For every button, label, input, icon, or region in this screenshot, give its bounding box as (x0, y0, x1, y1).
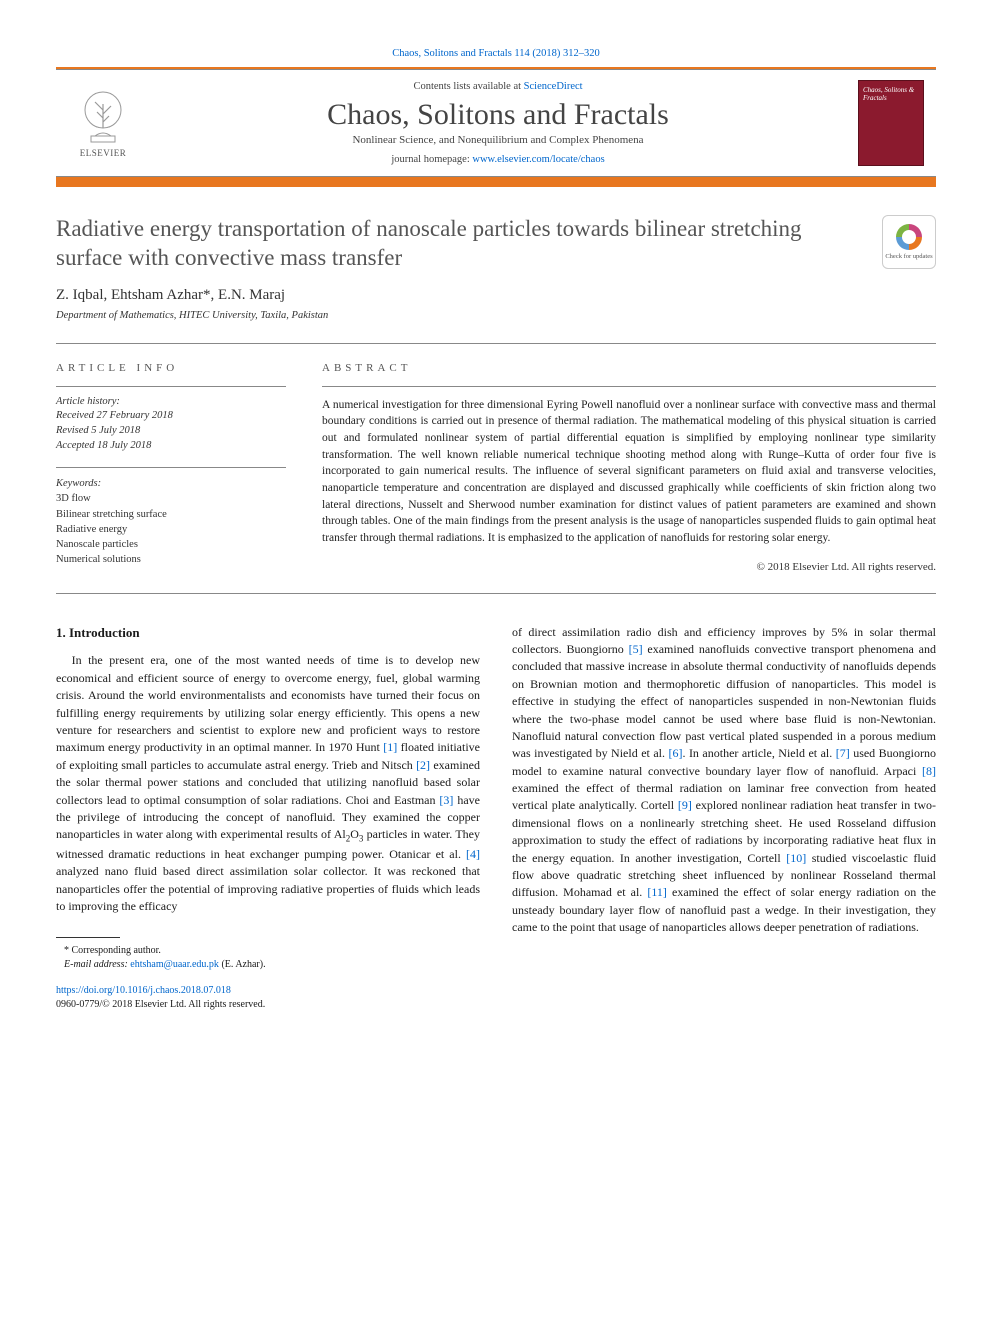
body-col-right: of direct assimilation radio dish and ef… (512, 624, 936, 1013)
journal-cover-thumbnail: Chaos, Solitons & Fractals (858, 80, 924, 166)
ref-link[interactable]: [7] (836, 746, 850, 760)
sciencedirect-link[interactable]: ScienceDirect (524, 81, 583, 92)
history-label: Article history: (56, 395, 286, 410)
history-accepted: Accepted 18 July 2018 (56, 439, 286, 454)
keyword: Radiative energy (56, 522, 286, 537)
ref-link[interactable]: [8] (922, 764, 936, 778)
article-info-heading: article info (56, 362, 286, 374)
check-updates-label: Check for updates (885, 253, 932, 260)
ref-link[interactable]: [4] (466, 847, 480, 861)
article-title: Radiative energy transportation of nanos… (56, 215, 862, 273)
authors: Z. Iqbal, Ehtsham Azhar*, E.N. Maraj (56, 287, 936, 304)
cover-title: Chaos, Solitons & Fractals (863, 87, 919, 102)
ref-link[interactable]: [6] (668, 746, 682, 760)
ref-link[interactable]: [9] (678, 798, 692, 812)
abstract-copyright: © 2018 Elsevier Ltd. All rights reserved… (322, 561, 936, 573)
crossmark-icon (896, 224, 922, 250)
ref-link[interactable]: [3] (439, 793, 453, 807)
footnote-separator (56, 937, 120, 938)
affiliation: Department of Mathematics, HITEC Univers… (56, 310, 936, 321)
email-footnote: E-mail address: ehtsham@uaar.edu.pk (E. … (56, 958, 480, 972)
publisher-name: ELSEVIER (80, 148, 127, 158)
journal-name: Chaos, Solitons and Fractals (154, 98, 842, 132)
footer-block: https://doi.org/10.1016/j.chaos.2018.07.… (56, 984, 480, 1012)
history-revised: Revised 5 July 2018 (56, 424, 286, 439)
keyword: Nanoscale particles (56, 537, 286, 552)
publisher-logo: ELSEVIER (68, 84, 138, 162)
keyword: Bilinear stretching surface (56, 507, 286, 522)
keywords-block: Keywords: 3D flow Bilinear stretching su… (56, 467, 286, 567)
doi-link[interactable]: https://doi.org/10.1016/j.chaos.2018.07.… (56, 985, 231, 996)
ref-link[interactable]: [10] (786, 851, 806, 865)
article-history: Article history: Received 27 February 20… (56, 386, 286, 454)
intro-paragraph: In the present era, one of the most want… (56, 652, 480, 915)
ref-link[interactable]: [1] (383, 740, 397, 754)
abstract-block: abstract A numerical investigation for t… (322, 362, 936, 573)
email-suffix: (E. Azhar). (219, 959, 266, 970)
homepage-prefix: journal homepage: (391, 154, 472, 165)
article-info-block: article info Article history: Received 2… (56, 362, 286, 573)
header-reference: Chaos, Solitons and Fractals 114 (2018) … (56, 48, 936, 59)
journal-subtitle: Nonlinear Science, and Nonequilibrium an… (154, 134, 842, 146)
ref-link[interactable]: [11] (647, 885, 667, 899)
contents-prefix: Contents lists available at (413, 81, 523, 92)
ref-link[interactable]: [5] (629, 642, 643, 656)
abstract-text: A numerical investigation for three dime… (322, 386, 936, 547)
keywords-label: Keywords: (56, 476, 286, 491)
author-email-link[interactable]: ehtsham@uaar.edu.pk (130, 959, 219, 970)
keyword: 3D flow (56, 491, 286, 506)
corresponding-author-note: * Corresponding author. (56, 944, 480, 958)
issn-copyright: 0960-0779/© 2018 Elsevier Ltd. All right… (56, 999, 265, 1010)
email-label: E-mail address: (64, 959, 130, 970)
section-heading-intro: 1. Introduction (56, 624, 480, 643)
accent-bar-bottom (56, 177, 936, 187)
homepage-link[interactable]: www.elsevier.com/locate/chaos (472, 154, 604, 165)
intro-paragraph-cont: of direct assimilation radio dish and ef… (512, 624, 936, 937)
check-updates-badge[interactable]: Check for updates (882, 215, 936, 269)
elsevier-tree-icon (77, 88, 129, 146)
body-two-columns: 1. Introduction In the present era, one … (56, 624, 936, 1013)
contents-line: Contents lists available at ScienceDirec… (154, 81, 842, 92)
history-received: Received 27 February 2018 (56, 409, 286, 424)
ref-link[interactable]: [2] (416, 758, 430, 772)
homepage-line: journal homepage: www.elsevier.com/locat… (154, 154, 842, 165)
body-col-left: 1. Introduction In the present era, one … (56, 624, 480, 1013)
abstract-heading: abstract (322, 362, 936, 374)
journal-header: ELSEVIER Contents lists available at Sci… (56, 69, 936, 177)
keyword: Numerical solutions (56, 552, 286, 567)
